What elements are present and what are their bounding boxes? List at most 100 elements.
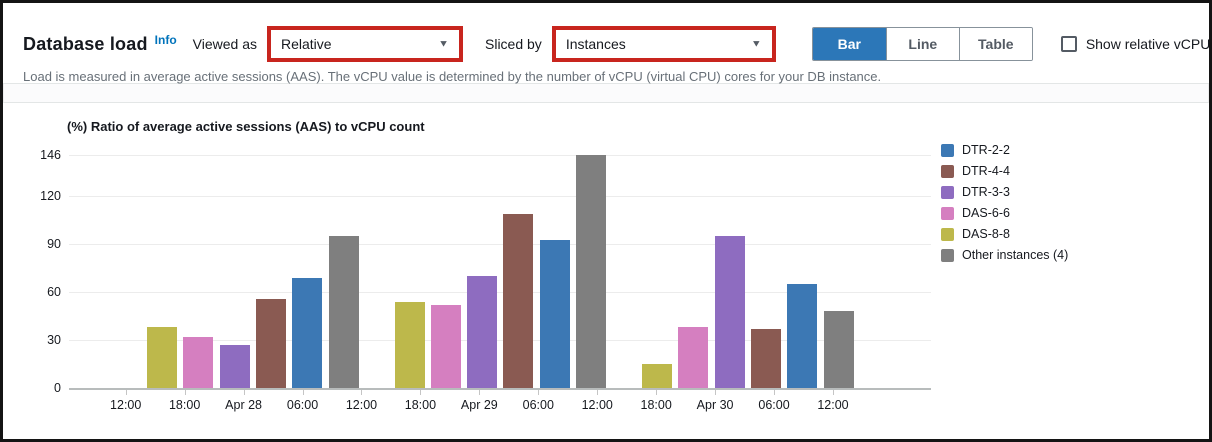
highlight-box-sliced-by: Instances ▼ bbox=[551, 26, 776, 62]
legend-label: Other instances (4) bbox=[962, 248, 1069, 262]
bar[interactable] bbox=[678, 327, 709, 388]
bar[interactable] bbox=[576, 155, 606, 388]
x-tick bbox=[420, 390, 422, 395]
bar[interactable] bbox=[430, 305, 461, 388]
viewed-as-select[interactable]: Relative ▼ bbox=[271, 30, 459, 58]
y-tick-label: 120 bbox=[40, 189, 61, 204]
x-tick-label: 12:00 bbox=[110, 398, 142, 412]
load-description: Load is measured in average active sessi… bbox=[23, 69, 882, 84]
x-tick-label: 12:00 bbox=[817, 398, 849, 412]
x-axis-line bbox=[69, 388, 931, 390]
legend-swatch bbox=[941, 248, 954, 262]
bar[interactable] bbox=[503, 214, 534, 388]
x-tick bbox=[125, 390, 127, 395]
highlight-box-viewed-as: Relative ▼ bbox=[267, 26, 463, 62]
bar[interactable] bbox=[147, 327, 177, 388]
x-tick bbox=[774, 390, 776, 395]
legend-item[interactable]: DAS-8-8 bbox=[941, 227, 1068, 241]
chart-panel: (%) Ratio of average active sessions (AA… bbox=[3, 103, 1209, 435]
legend-item[interactable]: Other instances (4) bbox=[941, 248, 1068, 262]
x-tick-label: 18:00 bbox=[168, 398, 201, 412]
x-tick bbox=[479, 390, 481, 395]
page-title: Database load bbox=[23, 33, 148, 54]
legend-label: DTR-2-2 bbox=[962, 143, 1010, 157]
legend-swatch bbox=[941, 227, 954, 241]
x-tick bbox=[715, 390, 717, 395]
gridline bbox=[69, 292, 931, 294]
bar[interactable] bbox=[292, 277, 323, 388]
bar[interactable] bbox=[219, 344, 250, 388]
gridline bbox=[69, 155, 931, 156]
viewed-as-value: Relative bbox=[281, 36, 332, 52]
caret-down-icon: ▼ bbox=[438, 38, 449, 50]
bar[interactable] bbox=[823, 311, 854, 388]
x-tick bbox=[184, 390, 186, 395]
y-tick-label: 60 bbox=[47, 285, 61, 300]
sliced-by-select[interactable]: Instances ▼ bbox=[555, 30, 772, 58]
x-tick bbox=[302, 390, 304, 395]
x-tick bbox=[597, 390, 599, 395]
bar[interactable] bbox=[467, 276, 498, 388]
sliced-by-label: Sliced by bbox=[485, 36, 542, 52]
x-tick bbox=[243, 390, 245, 395]
bar[interactable] bbox=[183, 336, 214, 388]
x-tick-label: 12:00 bbox=[345, 398, 378, 412]
x-tick-label: 18:00 bbox=[404, 398, 437, 412]
chart-title: (%) Ratio of average active sessions (AA… bbox=[67, 119, 425, 134]
bar[interactable] bbox=[394, 301, 425, 388]
plot-area: 12:00 18:00 Apr 28 06:00 12:00 18:00 Apr 29 06:… bbox=[69, 155, 931, 412]
legend-label: DTR-4-4 bbox=[962, 164, 1010, 178]
section-divider bbox=[3, 84, 1209, 103]
x-tick bbox=[832, 390, 834, 395]
bar[interactable] bbox=[714, 236, 745, 388]
legend-item[interactable]: DTR-4-4 bbox=[941, 164, 1068, 178]
x-tick-label: 18:00 bbox=[640, 398, 672, 412]
bar-view-button[interactable]: Bar bbox=[812, 28, 886, 60]
x-tick-label: 12:00 bbox=[581, 398, 613, 412]
legend-item[interactable]: DAS-6-6 bbox=[941, 206, 1068, 220]
header-panel: Database load Info Viewed as Relative ▼ … bbox=[3, 3, 1209, 84]
x-tick-label: 06:00 bbox=[758, 398, 790, 412]
show-relative-vcpu-group: Show relative vCPU bbox=[1060, 36, 1211, 52]
line-view-button[interactable]: Line bbox=[885, 28, 959, 60]
y-tick-label: 0 bbox=[54, 381, 61, 395]
x-tick bbox=[656, 390, 658, 395]
legend-swatch bbox=[941, 206, 954, 220]
viewed-as-label: Viewed as bbox=[192, 36, 257, 52]
x-tick-label: Apr 29 bbox=[460, 398, 498, 412]
y-axis: 0 30 60 90 120 146 bbox=[17, 148, 61, 395]
sliced-by-value: Instances bbox=[565, 36, 626, 52]
y-tick-label: 30 bbox=[47, 333, 61, 348]
legend-label: DTR-3-3 bbox=[962, 185, 1010, 199]
y-tick-label: 146 bbox=[40, 148, 61, 162]
legend-item[interactable]: DTR-2-2 bbox=[941, 143, 1068, 157]
table-view-button[interactable]: Table bbox=[958, 28, 1032, 60]
legend-swatch bbox=[941, 185, 954, 199]
bar[interactable] bbox=[255, 298, 286, 388]
legend-swatch bbox=[941, 164, 954, 178]
gridline bbox=[69, 340, 931, 342]
legend-swatch bbox=[941, 143, 954, 157]
x-tick-label: 06:00 bbox=[286, 398, 319, 412]
bar[interactable] bbox=[787, 284, 818, 388]
show-relative-vcpu-checkbox[interactable] bbox=[1060, 36, 1077, 52]
show-relative-vcpu-label: Show relative vCPU bbox=[1085, 36, 1211, 52]
info-link[interactable]: Info bbox=[154, 33, 177, 47]
x-tick-label: 06:00 bbox=[522, 398, 554, 412]
x-tick bbox=[361, 390, 363, 395]
bar[interactable] bbox=[642, 364, 672, 388]
gridline bbox=[69, 244, 931, 246]
legend-label: DAS-8-8 bbox=[962, 227, 1010, 241]
legend-item[interactable]: DTR-3-3 bbox=[941, 185, 1068, 199]
bar[interactable] bbox=[328, 236, 359, 388]
y-tick-label: 90 bbox=[47, 237, 61, 252]
x-tick-label: Apr 28 bbox=[225, 398, 262, 412]
caret-down-icon: ▼ bbox=[750, 38, 762, 50]
view-toggle-group: Bar Line Table bbox=[811, 27, 1033, 61]
bar[interactable] bbox=[539, 239, 570, 388]
bar[interactable] bbox=[750, 328, 781, 388]
legend-label: DAS-6-6 bbox=[962, 206, 1010, 220]
x-tick-label: Apr 30 bbox=[696, 398, 734, 412]
gridline bbox=[69, 196, 931, 198]
